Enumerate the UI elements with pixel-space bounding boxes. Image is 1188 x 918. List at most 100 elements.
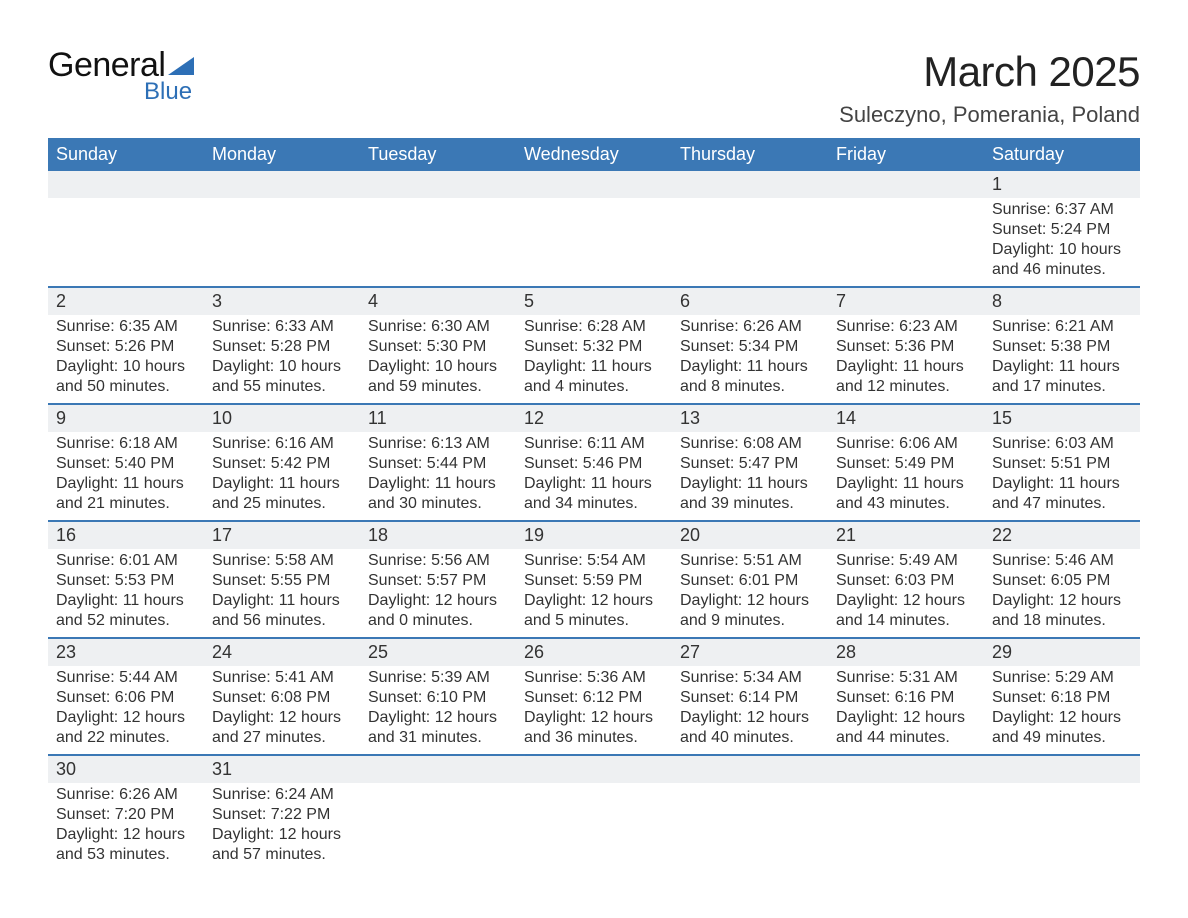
day-d2: and 9 minutes. <box>680 611 820 631</box>
day-number: 5 <box>516 288 672 315</box>
day-d2: and 22 minutes. <box>56 728 196 748</box>
calendar-cell <box>204 171 360 287</box>
dayhead-tue: Tuesday <box>360 138 516 171</box>
day-sr: Sunrise: 6:03 AM <box>992 434 1132 454</box>
calendar-week: 16Sunrise: 6:01 AMSunset: 5:53 PMDayligh… <box>48 521 1140 638</box>
calendar-cell: 13Sunrise: 6:08 AMSunset: 5:47 PMDayligh… <box>672 404 828 521</box>
day-number <box>672 171 828 198</box>
calendar-cell <box>360 171 516 287</box>
day-sr: Sunrise: 6:18 AM <box>56 434 196 454</box>
day-details: Sunrise: 6:03 AMSunset: 5:51 PMDaylight:… <box>984 432 1140 520</box>
day-details <box>516 783 672 861</box>
day-details: Sunrise: 6:08 AMSunset: 5:47 PMDaylight:… <box>672 432 828 520</box>
day-sr: Sunrise: 5:51 AM <box>680 551 820 571</box>
day-sr: Sunrise: 6:33 AM <box>212 317 352 337</box>
day-ss: Sunset: 6:18 PM <box>992 688 1132 708</box>
day-details: Sunrise: 5:39 AMSunset: 6:10 PMDaylight:… <box>360 666 516 754</box>
day-d2: and 27 minutes. <box>212 728 352 748</box>
calendar-cell: 21Sunrise: 5:49 AMSunset: 6:03 PMDayligh… <box>828 521 984 638</box>
day-number: 24 <box>204 639 360 666</box>
day-details: Sunrise: 6:26 AMSunset: 5:34 PMDaylight:… <box>672 315 828 403</box>
day-d2: and 44 minutes. <box>836 728 976 748</box>
day-number <box>516 756 672 783</box>
calendar-cell: 26Sunrise: 5:36 AMSunset: 6:12 PMDayligh… <box>516 638 672 755</box>
day-details <box>516 198 672 276</box>
day-details: Sunrise: 6:33 AMSunset: 5:28 PMDaylight:… <box>204 315 360 403</box>
calendar-cell: 30Sunrise: 6:26 AMSunset: 7:20 PMDayligh… <box>48 755 204 871</box>
day-sr: Sunrise: 6:26 AM <box>56 785 196 805</box>
day-details: Sunrise: 6:23 AMSunset: 5:36 PMDaylight:… <box>828 315 984 403</box>
calendar-week: 9Sunrise: 6:18 AMSunset: 5:40 PMDaylight… <box>48 404 1140 521</box>
day-number: 21 <box>828 522 984 549</box>
day-details: Sunrise: 5:56 AMSunset: 5:57 PMDaylight:… <box>360 549 516 637</box>
day-sr: Sunrise: 6:13 AM <box>368 434 508 454</box>
day-details: Sunrise: 5:29 AMSunset: 6:18 PMDaylight:… <box>984 666 1140 754</box>
calendar-cell: 2Sunrise: 6:35 AMSunset: 5:26 PMDaylight… <box>48 287 204 404</box>
calendar-head: Sunday Monday Tuesday Wednesday Thursday… <box>48 138 1140 171</box>
day-details: Sunrise: 5:31 AMSunset: 6:16 PMDaylight:… <box>828 666 984 754</box>
day-number: 11 <box>360 405 516 432</box>
calendar-cell <box>360 755 516 871</box>
day-number <box>828 171 984 198</box>
day-number: 16 <box>48 522 204 549</box>
calendar-cell: 1Sunrise: 6:37 AMSunset: 5:24 PMDaylight… <box>984 171 1140 287</box>
day-number: 19 <box>516 522 672 549</box>
day-details: Sunrise: 5:36 AMSunset: 6:12 PMDaylight:… <box>516 666 672 754</box>
calendar-cell: 10Sunrise: 6:16 AMSunset: 5:42 PMDayligh… <box>204 404 360 521</box>
dayhead-fri: Friday <box>828 138 984 171</box>
day-number: 3 <box>204 288 360 315</box>
day-sr: Sunrise: 6:01 AM <box>56 551 196 571</box>
day-d1: Daylight: 11 hours <box>992 474 1132 494</box>
day-sr: Sunrise: 6:30 AM <box>368 317 508 337</box>
calendar-cell <box>516 171 672 287</box>
day-number: 30 <box>48 756 204 783</box>
day-number <box>828 756 984 783</box>
dayhead-sat: Saturday <box>984 138 1140 171</box>
day-d2: and 39 minutes. <box>680 494 820 514</box>
day-details: Sunrise: 5:46 AMSunset: 6:05 PMDaylight:… <box>984 549 1140 637</box>
day-d1: Daylight: 11 hours <box>212 474 352 494</box>
dayhead-sun: Sunday <box>48 138 204 171</box>
calendar-cell: 6Sunrise: 6:26 AMSunset: 5:34 PMDaylight… <box>672 287 828 404</box>
day-ss: Sunset: 5:57 PM <box>368 571 508 591</box>
day-sr: Sunrise: 6:21 AM <box>992 317 1132 337</box>
calendar-cell: 14Sunrise: 6:06 AMSunset: 5:49 PMDayligh… <box>828 404 984 521</box>
day-details: Sunrise: 6:30 AMSunset: 5:30 PMDaylight:… <box>360 315 516 403</box>
day-sr: Sunrise: 5:54 AM <box>524 551 664 571</box>
calendar-cell <box>672 755 828 871</box>
day-number: 9 <box>48 405 204 432</box>
day-d1: Daylight: 11 hours <box>212 591 352 611</box>
day-number: 12 <box>516 405 672 432</box>
calendar-cell: 7Sunrise: 6:23 AMSunset: 5:36 PMDaylight… <box>828 287 984 404</box>
day-details: Sunrise: 5:54 AMSunset: 5:59 PMDaylight:… <box>516 549 672 637</box>
day-d2: and 46 minutes. <box>992 260 1132 280</box>
day-ss: Sunset: 5:47 PM <box>680 454 820 474</box>
calendar-cell: 12Sunrise: 6:11 AMSunset: 5:46 PMDayligh… <box>516 404 672 521</box>
calendar-body: 1Sunrise: 6:37 AMSunset: 5:24 PMDaylight… <box>48 171 1140 871</box>
day-d1: Daylight: 12 hours <box>524 591 664 611</box>
day-d2: and 14 minutes. <box>836 611 976 631</box>
day-sr: Sunrise: 6:06 AM <box>836 434 976 454</box>
brand-triangle-icon <box>168 55 194 75</box>
day-number: 31 <box>204 756 360 783</box>
day-ss: Sunset: 5:32 PM <box>524 337 664 357</box>
day-d1: Daylight: 10 hours <box>992 240 1132 260</box>
day-ss: Sunset: 5:30 PM <box>368 337 508 357</box>
day-d2: and 21 minutes. <box>56 494 196 514</box>
day-sr: Sunrise: 6:16 AM <box>212 434 352 454</box>
day-sr: Sunrise: 6:26 AM <box>680 317 820 337</box>
day-ss: Sunset: 6:12 PM <box>524 688 664 708</box>
day-number: 8 <box>984 288 1140 315</box>
day-d1: Daylight: 11 hours <box>992 357 1132 377</box>
day-details: Sunrise: 6:01 AMSunset: 5:53 PMDaylight:… <box>48 549 204 637</box>
day-sr: Sunrise: 5:58 AM <box>212 551 352 571</box>
day-sr: Sunrise: 5:56 AM <box>368 551 508 571</box>
calendar-cell: 5Sunrise: 6:28 AMSunset: 5:32 PMDaylight… <box>516 287 672 404</box>
brand-name-2: Blue <box>144 80 194 104</box>
day-number: 6 <box>672 288 828 315</box>
day-number: 18 <box>360 522 516 549</box>
day-sr: Sunrise: 5:31 AM <box>836 668 976 688</box>
day-d2: and 53 minutes. <box>56 845 196 865</box>
day-details: Sunrise: 6:24 AMSunset: 7:22 PMDaylight:… <box>204 783 360 871</box>
day-ss: Sunset: 6:03 PM <box>836 571 976 591</box>
